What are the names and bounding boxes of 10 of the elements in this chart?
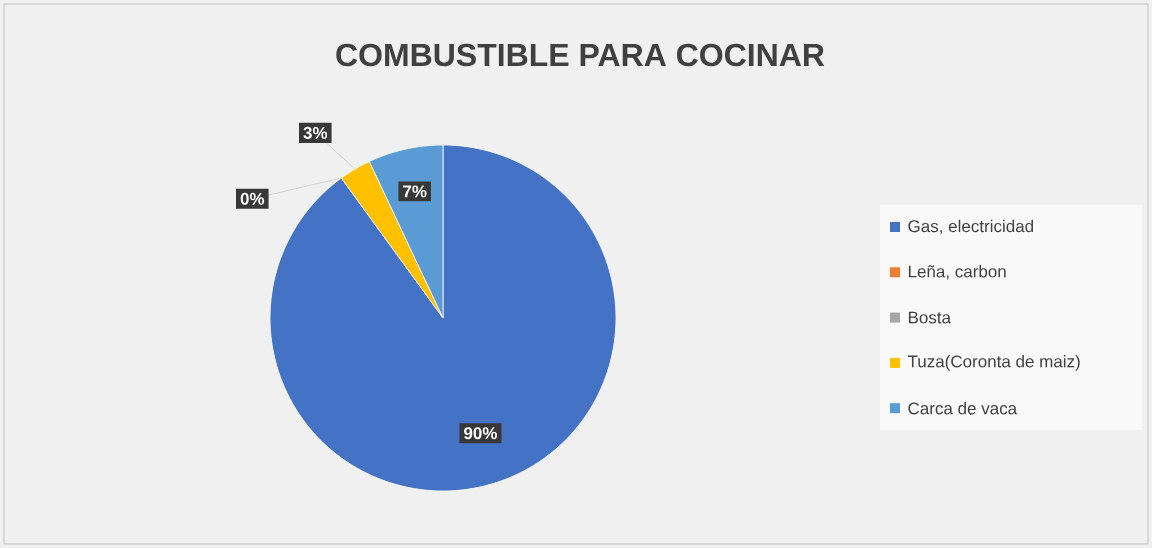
data-label: 7% bbox=[403, 185, 427, 198]
legend-label: Leña, carbon bbox=[908, 265, 1006, 280]
legend-label: Gas, electricidad bbox=[908, 219, 1034, 235]
text: 0% bbox=[240, 192, 265, 205]
data-label: 90% bbox=[464, 427, 497, 440]
legend-label: Bosta bbox=[908, 311, 952, 324]
chart-title: COMBUSTIBLE PARA COCINAR bbox=[336, 43, 825, 67]
legend-label: Tuza(Coronta de maiz) bbox=[907, 354, 1080, 371]
legend-label: Carca de vaca bbox=[908, 401, 1018, 415]
data-label: 3% bbox=[303, 126, 328, 139]
